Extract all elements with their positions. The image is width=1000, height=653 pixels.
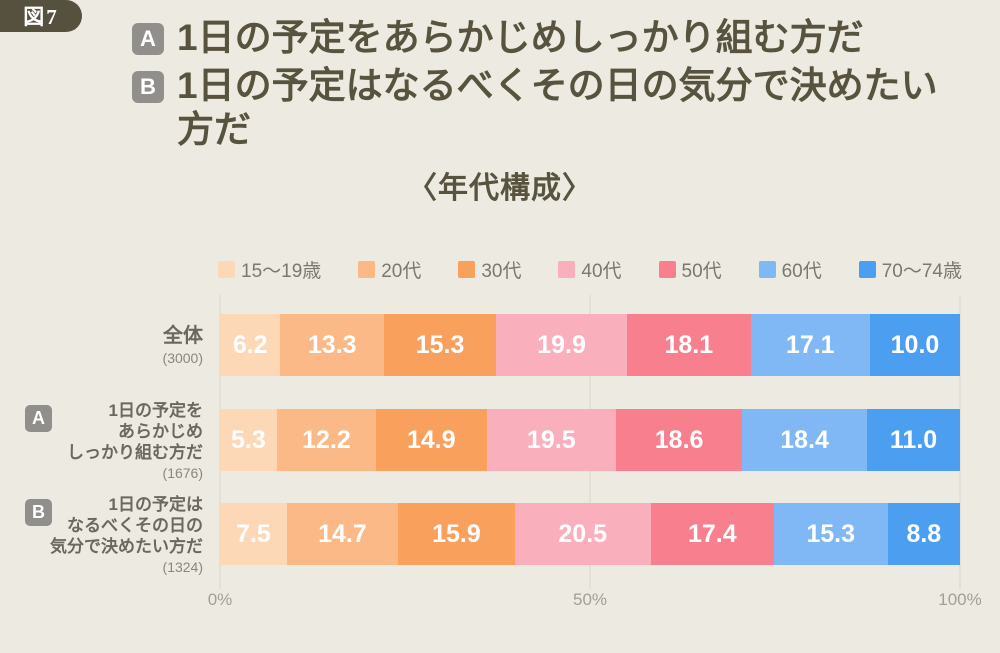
segment-value-label: 5.3: [231, 425, 266, 454]
segment-value-label: 17.1: [785, 330, 835, 359]
question-row-a: A 1日の予定をあらかじめしっかり組む方だ: [132, 16, 962, 60]
segment-value-label: 17.4: [687, 519, 737, 548]
legend-swatch-icon: [758, 261, 776, 278]
bar-segment: 19.5: [486, 409, 617, 471]
legend-item-5: 60代: [758, 256, 822, 283]
legend-item-2: 30代: [458, 256, 521, 283]
bar-segment: 8.8: [887, 503, 960, 565]
legend-label: 20代: [381, 261, 422, 282]
legend-swatch-icon: [858, 261, 876, 278]
x-axis: 0% 50% 100%: [208, 590, 982, 614]
bar-segment: 18.6: [616, 409, 743, 471]
row-labels: 全体 (3000) 1日の予定をあらかじめしっかり組む方だ (1676) A 1日の予定は…: [0, 0, 212, 653]
legend-swatch-icon: [658, 261, 676, 278]
segment-value-label: 14.7: [318, 519, 367, 548]
bar-segment: 15.3: [384, 314, 497, 376]
segment-value-label: 10.0: [890, 330, 940, 359]
bar-segment: 10.0: [869, 314, 960, 376]
x-axis-tick-label-0: 0%: [207, 590, 233, 609]
segment-value-label: 6.2: [232, 330, 268, 359]
legend-item-3: 40代: [558, 256, 622, 283]
legend-swatch-icon: [358, 261, 376, 278]
legend-label: 30代: [481, 261, 522, 282]
legend-label: 50代: [681, 261, 722, 282]
bar-segment: 19.9: [496, 314, 628, 376]
segment-value-label: 11.0: [889, 425, 938, 454]
gridline-100: [959, 295, 961, 589]
segment-value-label: 15.3: [806, 519, 856, 548]
segment-value-label: 20.5: [558, 519, 608, 548]
bar-segment: 15.3: [773, 503, 888, 565]
row-option-badge-a: A: [25, 405, 52, 432]
row-sample-size: (1676): [162, 465, 203, 481]
row-label-text: 全体: [163, 324, 203, 347]
question-text-a: 1日の予定をあらかじめしっかり組む方だ: [177, 17, 864, 58]
legend-label: 60代: [781, 261, 822, 282]
question-header: A 1日の予定をあらかじめしっかり組む方だ B 1日の予定はなるべくその日の気分で決め…: [132, 16, 962, 156]
figure-number-badge: 図7: [0, 0, 82, 32]
row-label-text: なるべくその日の: [67, 516, 203, 535]
question-row-b: B 1日の予定はなるべくその日の気分で決めたい方だ: [132, 64, 962, 152]
segment-value-label: 18.1: [664, 330, 714, 359]
bar-row-0: 6.2 13.3 15.3 19.9 18.1 17.1 10.0: [220, 314, 960, 376]
legend-swatch-icon: [218, 261, 235, 278]
segment-value-label: 18.4: [780, 425, 829, 454]
bar-segment: 20.5: [514, 503, 651, 565]
bar-segment: 11.0: [867, 409, 960, 471]
bar-segment: 12.2: [276, 409, 377, 471]
legend-label: 70〜74歳: [881, 261, 962, 282]
bar-row-1: 5.3 12.2 14.9 19.5 18.6 18.4 11.0: [220, 409, 960, 471]
legend-swatch-icon: [558, 261, 576, 278]
legend-label: 40代: [581, 261, 622, 282]
legend-item-0: 15〜19歳: [218, 256, 321, 283]
bar-segment: 6.2: [220, 314, 281, 376]
row-label-text: 1日の予定を: [108, 401, 203, 420]
question-text-b: 1日の予定はなるべくその日の気分で決めたい方だ: [177, 65, 938, 150]
segment-value-label: 19.9: [537, 330, 586, 359]
row-option-badge-b: B: [25, 499, 52, 526]
bar-segment: 5.3: [220, 409, 277, 471]
bar-segment: 13.3: [280, 314, 385, 376]
segment-value-label: 18.6: [654, 425, 704, 454]
segment-value-label: 12.2: [302, 425, 351, 454]
segment-value-label: 13.3: [307, 330, 357, 359]
row-sample-size: (1324): [162, 559, 203, 575]
bar-segment: 17.1: [750, 314, 870, 376]
chart-title: 〈年代構成〉: [407, 172, 593, 205]
bar-segment: 18.1: [627, 314, 751, 376]
option-badge-a: A: [132, 23, 164, 55]
row-label-text: 1日の予定は: [108, 495, 203, 514]
bar-segment: 14.9: [376, 409, 487, 471]
row-label-2: 1日の予定はなるべくその日の気分で決めたい方だ (1324): [0, 494, 212, 576]
option-badge-b: B: [132, 71, 164, 103]
row-label-text: 気分で決めたい方だ: [50, 537, 203, 556]
bar-segment: 14.7: [286, 503, 399, 565]
row-label-0: 全体 (3000): [0, 314, 212, 376]
segment-value-label: 15.9: [432, 519, 481, 548]
row-label-1: 1日の予定をあらかじめしっかり組む方だ (1676): [0, 400, 212, 482]
bar-segment: 18.4: [742, 409, 868, 471]
segment-value-label: 19.5: [527, 425, 576, 454]
segment-value-label: 7.5: [236, 519, 271, 548]
segment-value-label: 15.3: [415, 330, 465, 359]
legend-item-4: 50代: [658, 256, 722, 283]
legend-swatch-icon: [458, 261, 476, 278]
segment-value-label: 8.8: [906, 519, 942, 548]
x-axis-tick-label-100: 100%: [938, 590, 982, 609]
bar-row-2: 7.5 14.7 15.9 20.5 17.4 15.3 8.8: [220, 503, 960, 565]
row-label-text: あらかじめ: [118, 422, 203, 441]
row-sample-size: (3000): [162, 349, 203, 366]
x-axis-tick-label-50: 50%: [572, 590, 608, 609]
bar-segment: 7.5: [220, 503, 287, 565]
legend-item-6: 70〜74歳: [858, 256, 962, 283]
bar-segment: 17.4: [650, 503, 774, 565]
legend: 15〜19歳 20代 30代 40代 50代 60代 70〜74歳: [218, 256, 962, 283]
legend-label: 15〜19歳: [241, 261, 322, 282]
legend-item-1: 20代: [358, 256, 421, 283]
bar-segment: 15.9: [398, 503, 515, 565]
row-label-text: しっかり組む方だ: [67, 443, 203, 462]
segment-value-label: 14.9: [406, 425, 456, 454]
plot-area: 6.2 13.3 15.3 19.9 18.1 17.1 10.0 5.3 12.2 14.9 19…: [219, 295, 961, 589]
